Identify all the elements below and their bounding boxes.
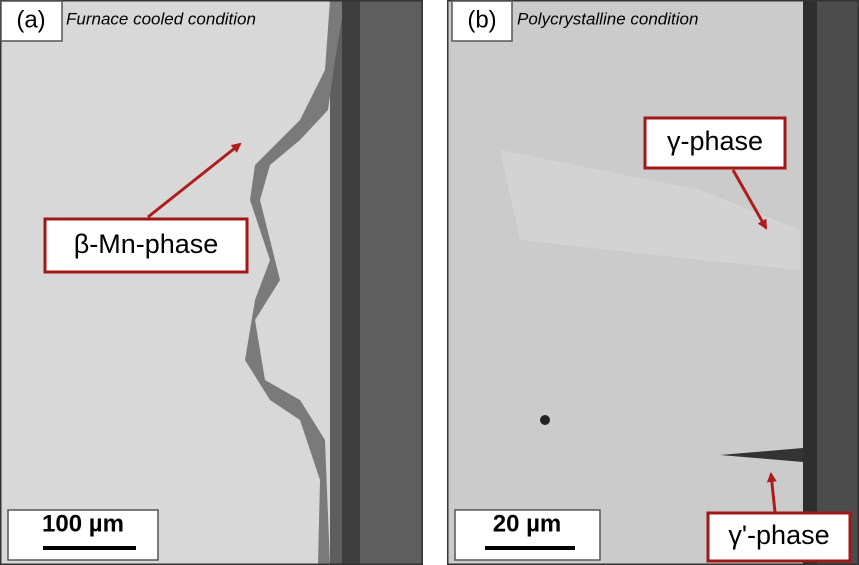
figure: (a) Furnace cooled condition β-Mn-phase … (0, 0, 859, 565)
edge-layer (803, 0, 817, 565)
gap (342, 0, 360, 565)
annotation: γ'-phase (728, 520, 829, 550)
panel-caption: Furnace cooled condition (66, 9, 256, 28)
panel-caption: Polycrystalline condition (517, 9, 698, 28)
panel-b: (b) Polycrystalline condition γ-phase γ'… (447, 0, 859, 565)
panel-a: (a) Furnace cooled condition β-Mn-phase … (0, 0, 423, 565)
micrograph (447, 0, 859, 565)
annotation: γ-phase (667, 126, 763, 156)
panel-label: (b) (467, 6, 496, 33)
pore (540, 415, 550, 425)
scale-bar-label: 20 µm (493, 510, 562, 537)
annotation: β-Mn-phase (74, 229, 219, 259)
panel-label: (a) (16, 6, 45, 33)
scale-bar-label: 100 µm (42, 510, 124, 537)
